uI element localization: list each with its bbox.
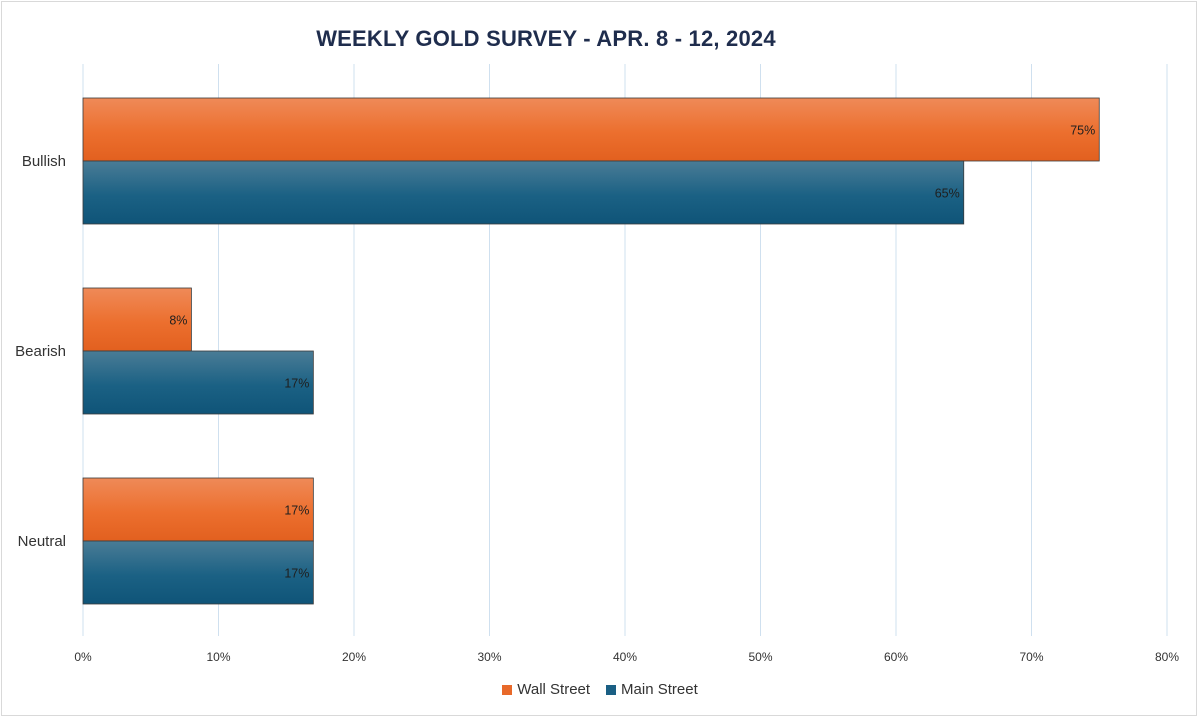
data-label-wall-street-neutral: 17% xyxy=(284,504,309,518)
legend: Wall Street Main Street xyxy=(0,681,1200,698)
x-tick-label: 60% xyxy=(884,650,908,664)
data-label-main-street-neutral: 17% xyxy=(284,567,309,581)
legend-item-wall-street: Wall Street xyxy=(502,681,590,698)
x-tick-label: 0% xyxy=(74,650,92,664)
data-label-main-street-bearish: 17% xyxy=(284,377,309,391)
category-label-neutral: Neutral xyxy=(18,533,66,550)
data-label-main-street-bullish: 65% xyxy=(935,187,960,201)
category-label-bearish: Bearish xyxy=(15,343,66,360)
bar-wall-street-neutral xyxy=(82,477,314,542)
data-label-wall-street-bearish: 8% xyxy=(169,314,187,328)
legend-item-main-street: Main Street xyxy=(606,681,698,698)
x-tick-label: 40% xyxy=(613,650,637,664)
legend-label-wall-street: Wall Street xyxy=(517,681,591,698)
x-tick-label: 20% xyxy=(342,650,366,664)
x-tick-label: 30% xyxy=(477,650,501,664)
category-label-bullish: Bullish xyxy=(22,153,66,170)
bar-main-street-bearish xyxy=(82,350,314,415)
legend-swatch-main-street xyxy=(606,684,617,695)
chart-title: WEEKLY GOLD SURVEY - APR. 8 - 12, 2024 xyxy=(316,26,776,51)
x-tick-label: 80% xyxy=(1155,650,1179,664)
data-label-wall-street-bullish: 75% xyxy=(1070,124,1095,138)
bar-main-street-bullish xyxy=(82,160,965,225)
legend-label-main-street: Main Street xyxy=(621,681,698,698)
x-tick-label: 70% xyxy=(1019,650,1043,664)
legend-swatch-wall-street xyxy=(502,684,513,695)
bar-main-street-neutral xyxy=(82,540,314,605)
x-tick-label: 50% xyxy=(748,650,772,664)
x-tick-label: 10% xyxy=(206,650,230,664)
bar-wall-street-bullish xyxy=(82,97,1100,162)
